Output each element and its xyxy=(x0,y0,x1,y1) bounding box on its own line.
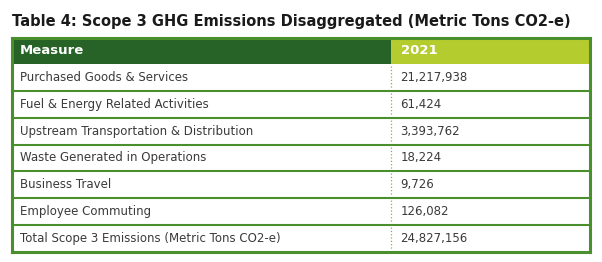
Text: 9,726: 9,726 xyxy=(400,178,434,191)
Text: Employee Commuting: Employee Commuting xyxy=(20,205,151,218)
Text: Measure: Measure xyxy=(20,45,84,57)
Text: Fuel & Energy Related Activities: Fuel & Energy Related Activities xyxy=(20,98,209,111)
Text: Waste Generated in Operations: Waste Generated in Operations xyxy=(20,151,206,165)
Text: 61,424: 61,424 xyxy=(400,98,442,111)
Text: Table 4: Scope 3 GHG Emissions Disaggregated (Metric Tons CO2-e): Table 4: Scope 3 GHG Emissions Disaggreg… xyxy=(12,14,571,29)
Text: 24,827,156: 24,827,156 xyxy=(400,232,468,245)
Bar xyxy=(12,38,391,64)
Text: 2021: 2021 xyxy=(400,45,437,57)
Bar xyxy=(391,38,590,64)
Text: 21,217,938: 21,217,938 xyxy=(400,71,468,84)
Text: Business Travel: Business Travel xyxy=(20,178,111,191)
Text: 126,082: 126,082 xyxy=(400,205,449,218)
Text: Total Scope 3 Emissions (Metric Tons CO2-e): Total Scope 3 Emissions (Metric Tons CO2… xyxy=(20,232,281,245)
Text: 18,224: 18,224 xyxy=(400,151,442,165)
Text: 3,393,762: 3,393,762 xyxy=(400,125,460,138)
Text: Purchased Goods & Services: Purchased Goods & Services xyxy=(20,71,188,84)
Text: Upstream Transportation & Distribution: Upstream Transportation & Distribution xyxy=(20,125,253,138)
